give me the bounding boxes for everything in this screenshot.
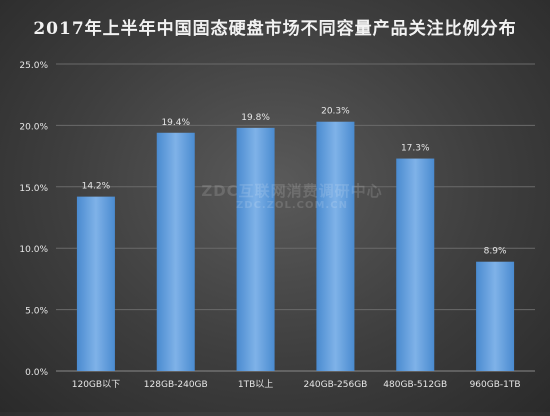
bar	[76, 196, 115, 371]
x-tick-label: 1TB以上	[238, 379, 273, 390]
bar	[316, 121, 355, 371]
bar	[156, 132, 195, 371]
data-label: 19.4%	[161, 118, 190, 128]
y-axis-ticks: 0.0% 5.0% 10.0% 15.0% 20.0% 25.0%	[19, 61, 48, 378]
y-tick-label: 20.0%	[19, 122, 48, 132]
x-tick-label: 120GB以下	[72, 380, 120, 390]
data-label: 20.3%	[321, 107, 350, 117]
data-label: 17.3%	[401, 144, 430, 154]
bar	[236, 127, 275, 371]
y-tick-label: 10.0%	[19, 245, 48, 255]
x-tick-label: 480GB-512GB	[383, 380, 447, 390]
bar	[476, 261, 515, 371]
y-tick-label: 0.0%	[25, 368, 48, 378]
data-labels: 14.2% 19.4% 19.8% 20.3% 17.3% 8.9%	[82, 107, 507, 257]
data-label: 19.8%	[241, 113, 270, 123]
x-axis-ticks: 120GB以下 128GB-240GB 1TB以上 240GB-256GB 480GB-…	[72, 379, 521, 390]
y-tick-label: 15.0%	[19, 184, 48, 194]
bars	[76, 121, 515, 371]
data-label: 14.2%	[82, 182, 111, 192]
chart-title: 2017年上半年中国固态硬盘市场不同容量产品关注比例分布	[33, 19, 517, 39]
y-tick-label: 25.0%	[19, 61, 48, 71]
x-tick-label: 240GB-256GB	[303, 380, 367, 390]
x-tick-label: 960GB-1TB	[470, 380, 521, 390]
watermark-main: ZDC互联网消费调研中心	[201, 182, 383, 200]
watermark-sub: ZDC.ZOL.COM.CN	[236, 200, 348, 211]
bar	[396, 158, 435, 371]
data-label: 8.9%	[484, 247, 507, 257]
gridlines	[56, 63, 535, 372]
y-tick-label: 5.0%	[25, 307, 48, 317]
x-tick-label: 128GB-240GB	[144, 380, 208, 390]
